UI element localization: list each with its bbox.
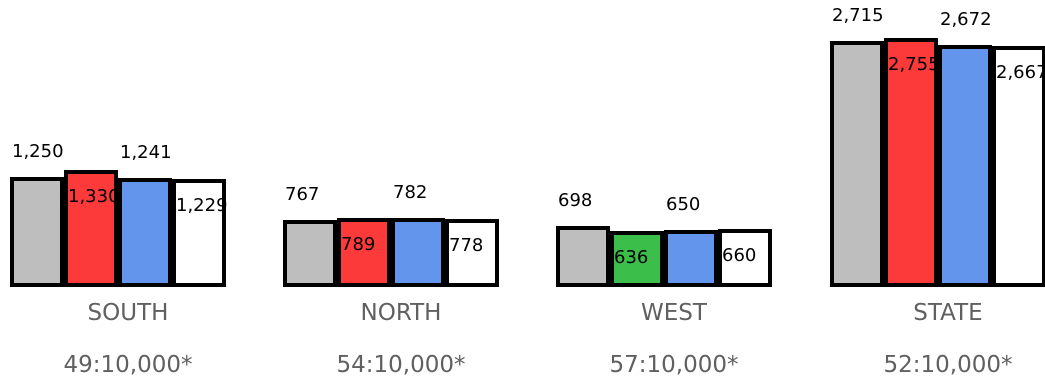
data-label-state-1: 2,715 [832,5,884,26]
region-label-west: WEST [641,300,707,326]
data-label-north-3: 782 [393,182,428,203]
data-label-south-3: 1,241 [120,142,172,163]
bar-state-1 [830,41,884,287]
data-label-state-2: 2,755 [888,54,940,75]
data-label-south-1: 1,250 [12,141,64,162]
data-label-north-1: 767 [285,184,320,205]
bar-north-4 [445,219,499,287]
bar-north-1 [283,220,337,287]
data-label-west-4: 660 [722,245,757,266]
data-label-west-2: 636 [614,247,649,268]
ratio-label-north: 54:10,000* [336,352,466,378]
bar-south-1 [10,177,64,287]
bar-state-4 [992,46,1045,287]
bar-state-2 [884,38,938,287]
bar-north-3 [391,218,445,287]
bar-west-2 [610,231,664,287]
data-label-north-2: 789 [341,234,376,255]
region-label-state: STATE [913,300,983,326]
region-label-north: NORTH [360,300,442,326]
bar-south-4 [172,179,226,287]
bar-west-4 [718,229,772,287]
data-label-state-4: 2,667 [996,62,1045,83]
bar-north-2 [337,218,391,287]
data-label-north-4: 778 [449,235,484,256]
bar-south-2 [64,170,118,287]
data-label-west-3: 650 [666,194,701,215]
data-label-south-4: 1,229 [176,195,228,216]
data-label-state-3: 2,672 [940,9,992,30]
bar-west-1 [556,226,610,287]
region-label-south: SOUTH [87,300,169,326]
bar-south-3 [118,178,172,287]
ratio-label-state: 52:10,000* [883,352,1013,378]
bar-west-3 [664,230,718,287]
ratio-label-south: 49:10,000* [63,352,193,378]
ratio-label-west: 57:10,000* [609,352,739,378]
bar-state-3 [938,45,992,287]
data-label-west-1: 698 [558,190,593,211]
data-label-south-2: 1,330 [68,186,120,207]
